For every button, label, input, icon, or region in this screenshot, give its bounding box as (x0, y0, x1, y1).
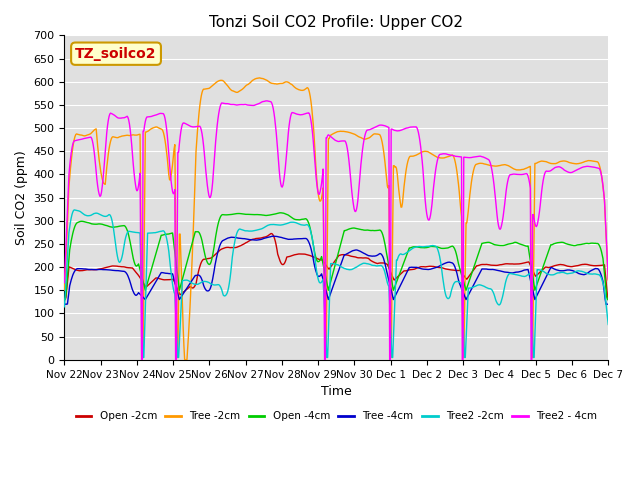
Text: TZ_soilco2: TZ_soilco2 (76, 47, 157, 60)
Title: Tonzi Soil CO2 Profile: Upper CO2: Tonzi Soil CO2 Profile: Upper CO2 (209, 15, 463, 30)
Legend: Open -2cm, Tree -2cm, Open -4cm, Tree -4cm, Tree2 -2cm, Tree2 - 4cm: Open -2cm, Tree -2cm, Open -4cm, Tree -4… (72, 407, 601, 426)
Y-axis label: Soil CO2 (ppm): Soil CO2 (ppm) (15, 150, 28, 245)
X-axis label: Time: Time (321, 385, 352, 398)
